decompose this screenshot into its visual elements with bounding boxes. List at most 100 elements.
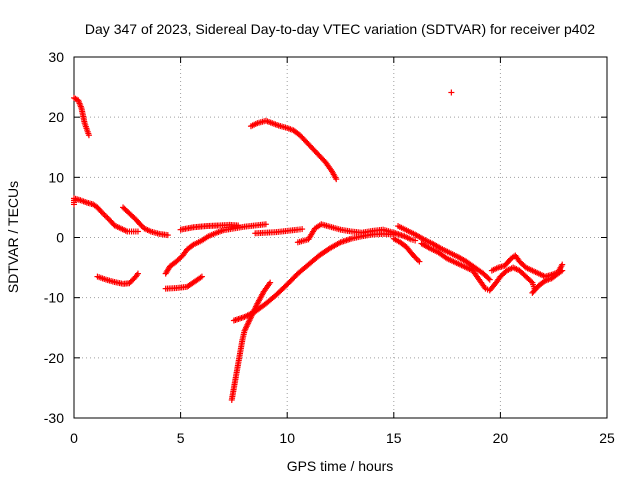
arc-segment [75,98,84,110]
arc-segment [229,386,237,402]
arc-segment [121,205,132,216]
y-tick-label: 0 [56,230,64,246]
arc-segment [185,277,200,289]
arc-segment [456,254,468,264]
arc-segment [487,280,499,293]
series-arc-e [162,273,205,292]
y-tick-label: 10 [48,169,64,185]
arc-segment [78,197,89,206]
data-point [448,89,455,96]
arc-segment [458,262,468,270]
data-point [333,176,340,183]
data-point [235,222,242,229]
arc-segment [328,224,342,233]
series-arc-k [230,230,397,324]
data-point [299,226,306,233]
arc-segment [180,248,189,258]
series-arc-m [395,223,493,283]
x-tick-label: 0 [70,430,78,446]
arc-segment [232,314,247,324]
arc-segment [255,290,266,306]
data-point [267,279,274,286]
arc-segment [231,374,239,390]
y-tick-label: -30 [44,410,64,426]
arc-segment [339,226,353,235]
plot-frame [73,56,608,419]
arc-segment [192,238,204,247]
arc-segment [306,227,318,241]
data-point [416,258,423,265]
data-point [164,232,171,239]
chart-title: Day 347 of 2023, Sidereal Day-to-day VTE… [85,21,595,37]
arc-segment [320,221,332,230]
arc-segment [477,278,488,291]
arc-segment [329,169,339,181]
arc-segment [306,142,319,155]
arc-segment [556,268,564,276]
arc-segment [142,226,153,234]
arc-segment [339,236,353,245]
x-tick-label: 25 [599,430,615,446]
arc-segment [127,211,138,222]
y-tick-label: -20 [44,350,64,366]
x-tick-label: 15 [386,430,402,446]
series-arc-d [94,270,141,287]
arc-segment [104,277,116,285]
arc-segment [413,232,426,242]
arc-segment [215,227,225,236]
series-arc-l [294,221,419,246]
y-axis-label: SDTVAR / TECUs [5,181,21,293]
data-point [198,273,205,280]
arc-segment [191,223,208,231]
y-tick-label: -10 [44,290,64,306]
y-tick-label: 20 [48,109,64,125]
arc-segment [511,265,521,273]
arc-segment [275,228,289,235]
series-arc-j [228,279,274,403]
arc-segment [235,350,243,366]
x-tick-label: 20 [493,430,509,446]
arc-segment [200,234,210,243]
x-tick-label: 5 [177,430,185,446]
arc-segment [360,228,374,236]
arc-segment [313,222,323,231]
arc-segment [232,223,246,232]
arc-segment [317,246,332,258]
arc-segment [113,223,123,231]
series-arc-h [252,226,306,237]
arc-segment [298,133,311,146]
arc-segment [328,240,342,251]
arc-segment [494,275,503,285]
arc-segment [228,221,240,229]
arc-segment [285,271,300,287]
series-arc-b [71,195,141,235]
data-point [102,213,109,220]
axis-ticks: 0 5 10 15 20 25 -30 -20 -10 0 10 20 30 [44,49,615,446]
arc-segment [422,237,434,246]
arc-segment [470,269,482,282]
arc-segment [239,329,248,341]
arc-segment [490,265,500,273]
arc-segment [396,223,408,233]
series-arc-g [177,221,242,233]
series-arc-o [418,240,538,294]
arc-segment [242,320,252,333]
x-axis-label: GPS time / hours [287,458,394,474]
arc-segment [464,265,475,273]
series-arc-n [390,235,423,265]
arc-segment [296,262,311,276]
arc-segment [517,268,528,279]
series-arc-f [162,221,269,277]
arc-segment [179,224,195,233]
series-arc-q [529,267,566,296]
arc-segment [537,271,547,279]
arc-segment [207,230,219,239]
x-tick-label: 10 [279,430,295,446]
arc-segment [419,241,432,251]
data-point [559,267,566,274]
series-arc-a [71,94,92,139]
arc-segment [264,118,274,126]
arc-segment [285,226,300,234]
data-point [85,132,92,139]
